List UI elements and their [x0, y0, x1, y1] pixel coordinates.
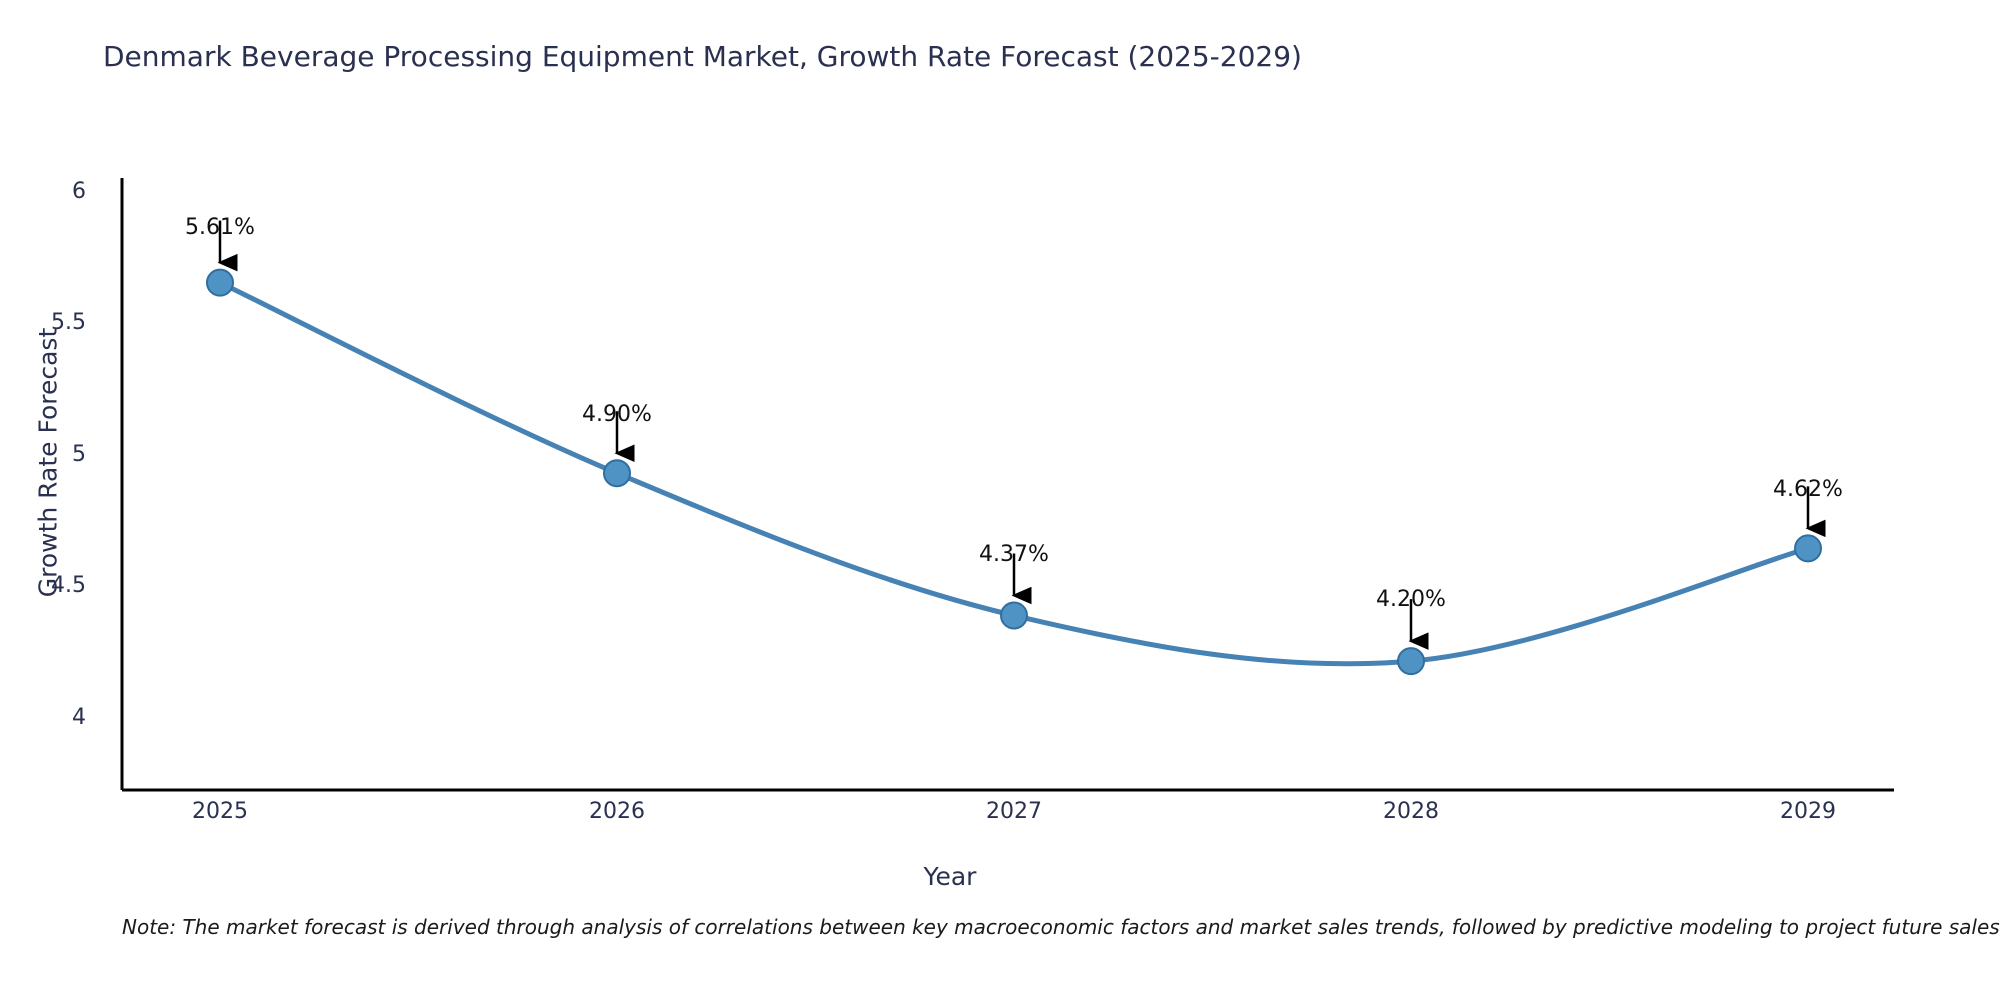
y-tick-label-4.5: 4.5: [51, 573, 86, 598]
annotation-arrows: [217, 220, 1826, 650]
data-point-2027: [1000, 601, 1028, 630]
x-axis-title: Year: [923, 862, 977, 891]
chart-title: Denmark Beverage Processing Equipment Ma…: [103, 40, 1302, 73]
y-tick-label-6: 6: [72, 179, 86, 204]
x-tick-label-2027: 2027: [986, 799, 1042, 824]
x-tick-label-2026: 2026: [589, 799, 645, 824]
data-point-2029: [1794, 534, 1822, 563]
data-point-2028: [1397, 647, 1425, 676]
data-point-2025: [206, 268, 234, 297]
y-tick-label-5.5: 5.5: [51, 310, 86, 335]
x-tick-label-2029: 2029: [1780, 799, 1836, 824]
x-tick-label-2028: 2028: [1383, 799, 1439, 824]
data-markers: [206, 268, 1822, 676]
data-point-2026: [603, 459, 631, 488]
y-tick-label-4: 4: [72, 705, 86, 730]
y-tick-label-5: 5: [72, 442, 86, 467]
chart-footnote: Note: The market forecast is derived thr…: [122, 915, 2000, 939]
x-tick-label-2025: 2025: [192, 799, 248, 824]
